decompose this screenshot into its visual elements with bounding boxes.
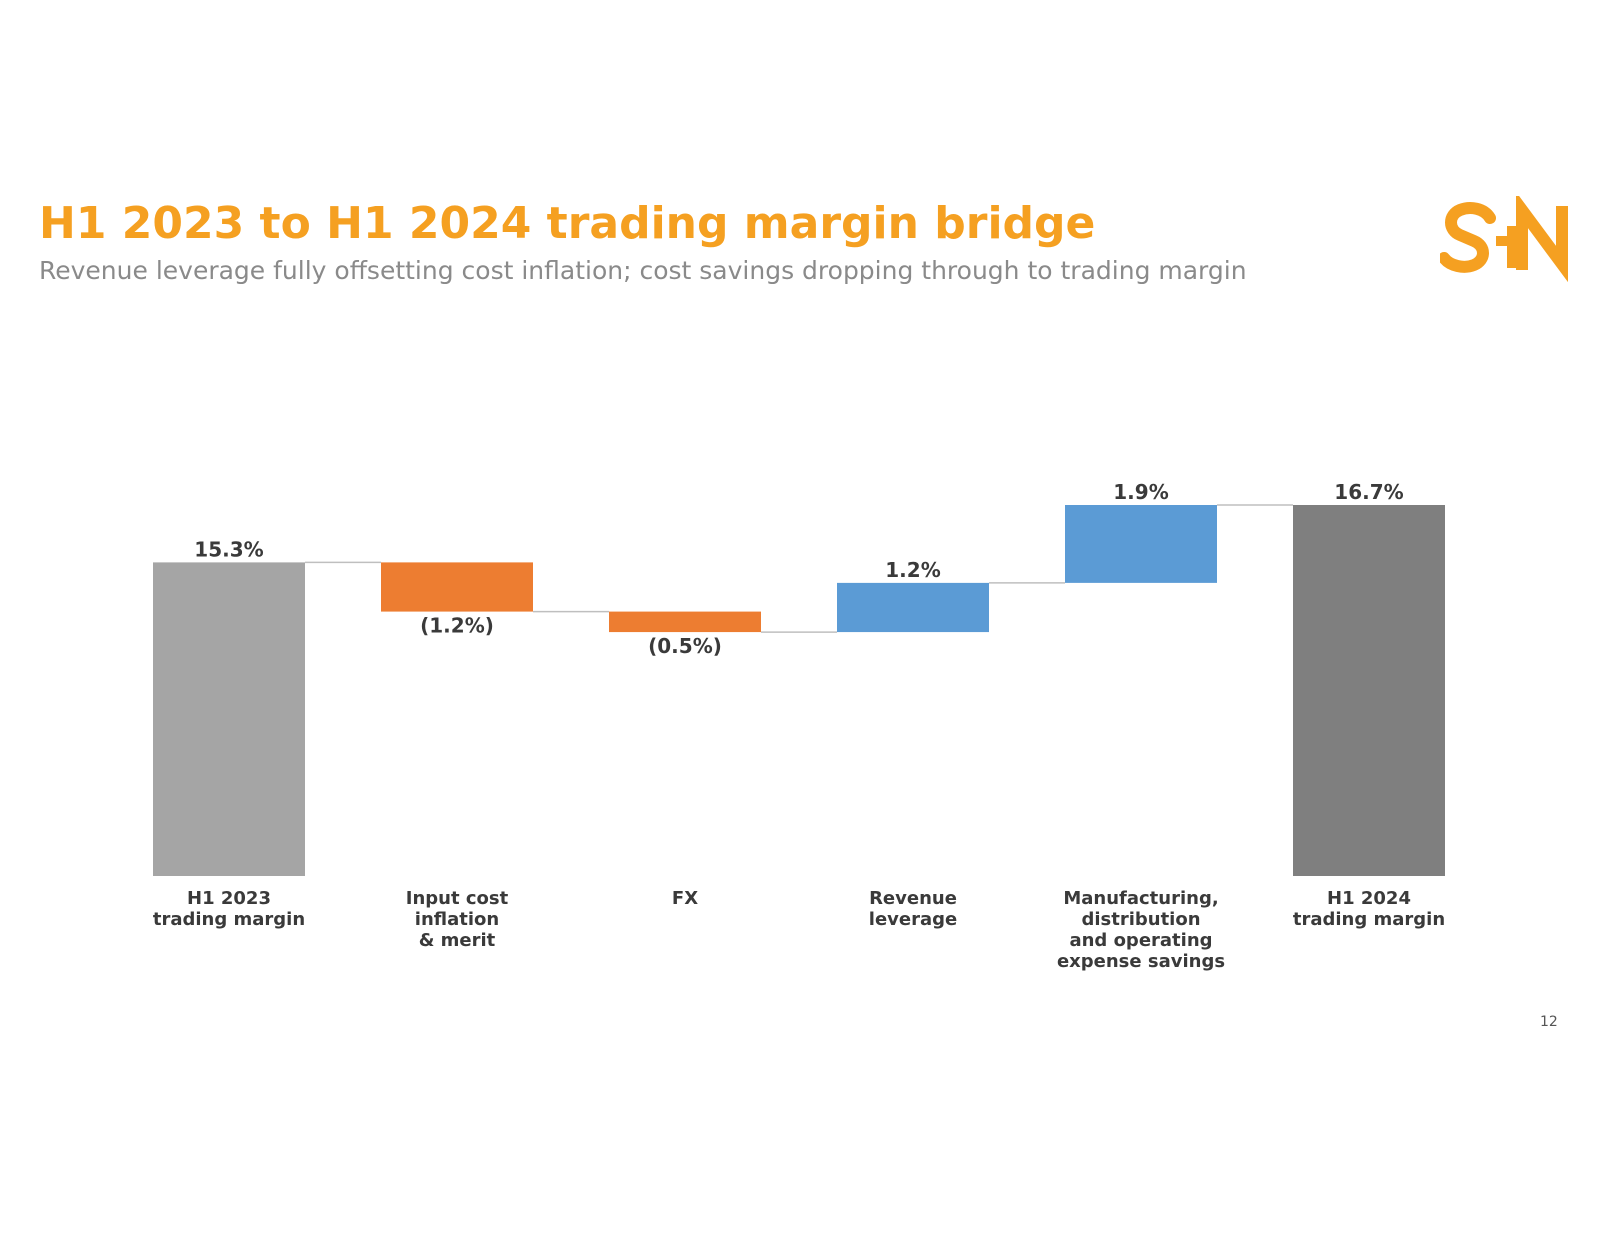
- waterfall-bar: [609, 611, 761, 633]
- category-label-line: inflation: [415, 909, 499, 930]
- waterfall-bar: [153, 562, 305, 876]
- category-label-line: Manufacturing,: [1063, 888, 1218, 909]
- category-label-line: and operating: [1069, 930, 1212, 951]
- category-label-line: trading margin: [153, 909, 305, 930]
- category-label-line: & merit: [419, 930, 496, 951]
- category-label-line: Input cost: [406, 888, 509, 909]
- category-label-line: FX: [672, 888, 698, 909]
- data-label: 1.2%: [885, 558, 940, 582]
- waterfall-bar: [837, 582, 989, 633]
- data-label: (1.2%): [420, 614, 494, 638]
- page-number: 12: [1540, 1014, 1558, 1030]
- page-subtitle: Revenue leverage fully offsetting cost i…: [39, 256, 1247, 285]
- data-label: 15.3%: [194, 537, 263, 561]
- category-label: Manufacturing, distribution and operating e…: [1057, 888, 1225, 972]
- data-label: (0.5%): [648, 634, 722, 658]
- waterfall-bar: [1065, 505, 1217, 583]
- page-title: H1 2023 to H1 2024 trading margin bridge: [39, 198, 1096, 249]
- category-label: FX: [672, 888, 698, 909]
- category-label-line: leverage: [869, 909, 957, 930]
- category-label: Input cost inflation & merit: [406, 888, 509, 951]
- category-label-line: H1 2024: [1327, 888, 1411, 909]
- category-label-line: distribution: [1081, 909, 1200, 930]
- category-label-line: Revenue: [869, 888, 957, 909]
- data-label: 16.7%: [1334, 480, 1403, 504]
- category-label-line: trading margin: [1293, 909, 1445, 930]
- data-label: 1.9%: [1113, 480, 1168, 504]
- waterfall-bar: [381, 562, 533, 612]
- sn-logo-icon: [1440, 196, 1568, 283]
- category-label-line: expense savings: [1057, 951, 1225, 972]
- category-label-line: H1 2023: [187, 888, 271, 909]
- category-label: Revenue leverage: [869, 888, 957, 930]
- category-label: H1 2023 trading margin: [153, 888, 305, 930]
- category-label: H1 2024 trading margin: [1293, 888, 1445, 930]
- waterfall-bar: [1293, 505, 1445, 876]
